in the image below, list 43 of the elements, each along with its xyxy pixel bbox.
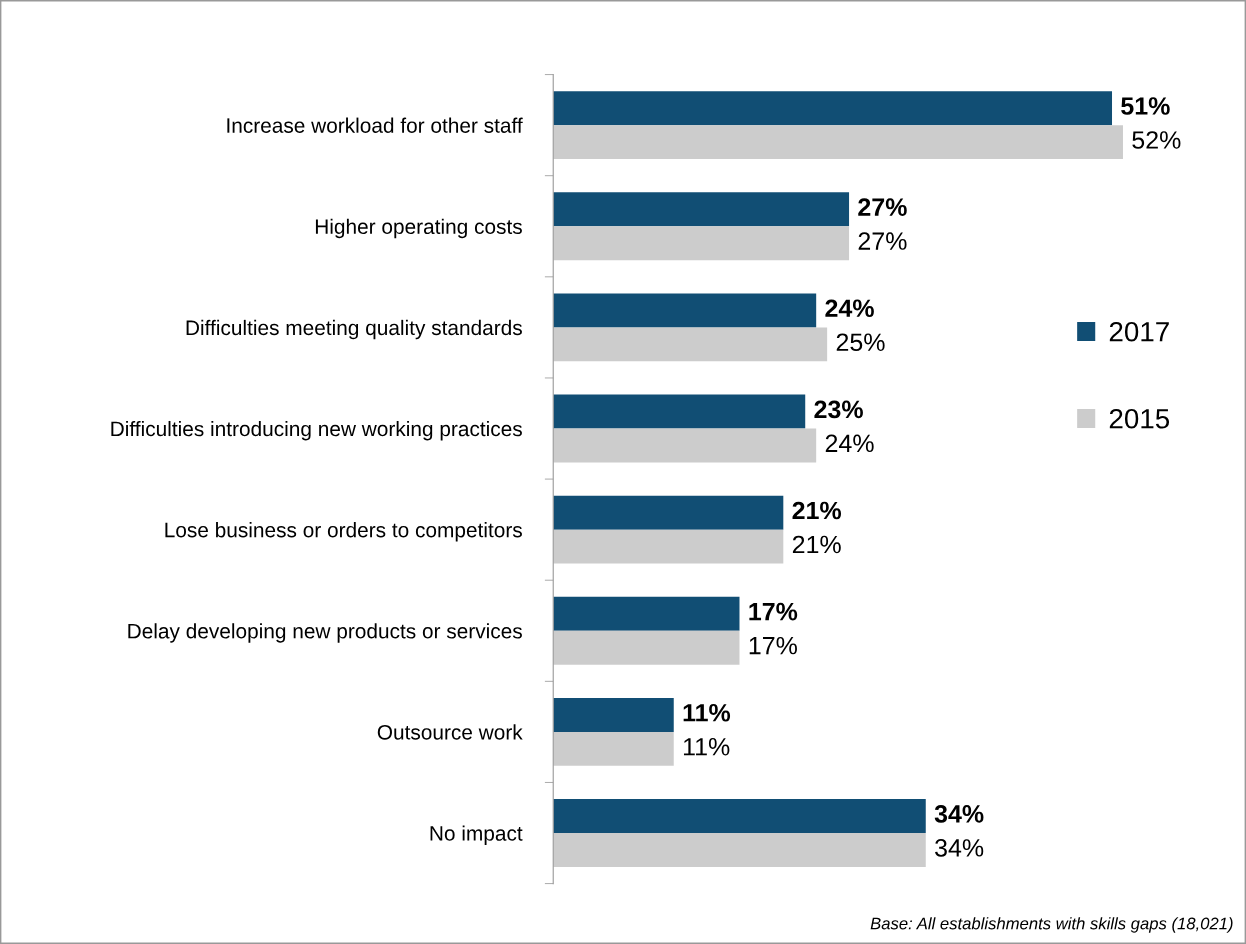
data-label: 17% bbox=[749, 602, 798, 621]
text: Base: All establishments with skills gaps (18,021) bbox=[870, 917, 1233, 933]
bar bbox=[553, 833, 926, 867]
data-label: 21% bbox=[792, 501, 842, 520]
y-tick-label: Delay developing new products or services bbox=[128, 623, 522, 643]
bar bbox=[553, 697, 674, 732]
data-label: 25% bbox=[836, 333, 885, 352]
data-label: 27% bbox=[858, 198, 907, 216]
data-label: 21% bbox=[792, 535, 841, 554]
bar bbox=[553, 731, 674, 766]
bar bbox=[553, 428, 817, 463]
bar bbox=[553, 327, 828, 362]
bar bbox=[553, 226, 850, 261]
legend-label: 2015 bbox=[1109, 408, 1170, 429]
data-label: 11% bbox=[683, 703, 731, 722]
y-tick-label: Higher operating costs bbox=[315, 218, 522, 239]
y-tick-label: Lose business or orders to competitors bbox=[165, 522, 522, 542]
bar bbox=[553, 125, 1123, 160]
data-label: 52% bbox=[1132, 131, 1181, 149]
data-label: 23% bbox=[814, 400, 863, 419]
legend-label: 2017 bbox=[1109, 321, 1169, 342]
data-label: 17% bbox=[749, 636, 797, 655]
y-tick-label: Increase workload for other staff bbox=[227, 117, 523, 133]
bar bbox=[553, 293, 817, 328]
data-label: 51% bbox=[1121, 97, 1170, 115]
bar bbox=[553, 192, 850, 227]
y-tick-label: Difficulties meeting quality standards bbox=[186, 319, 522, 340]
data-label: 34% bbox=[935, 839, 984, 857]
bar bbox=[553, 529, 784, 564]
bar bbox=[553, 495, 784, 530]
data-label: 24% bbox=[825, 434, 874, 453]
data-label: 24% bbox=[825, 299, 874, 318]
bar bbox=[553, 630, 740, 665]
data-label: 11% bbox=[683, 738, 730, 756]
bar bbox=[553, 596, 740, 631]
bar bbox=[553, 91, 1113, 126]
data-label: 34% bbox=[934, 805, 984, 823]
bar bbox=[553, 394, 806, 429]
data-label: 27% bbox=[858, 232, 907, 250]
y-tick-label: No impact bbox=[430, 825, 523, 845]
y-tick-label: Outsource work bbox=[377, 724, 523, 740]
bar bbox=[553, 799, 926, 834]
y-tick-label: Difficulties introducing new working practices bbox=[111, 420, 522, 441]
